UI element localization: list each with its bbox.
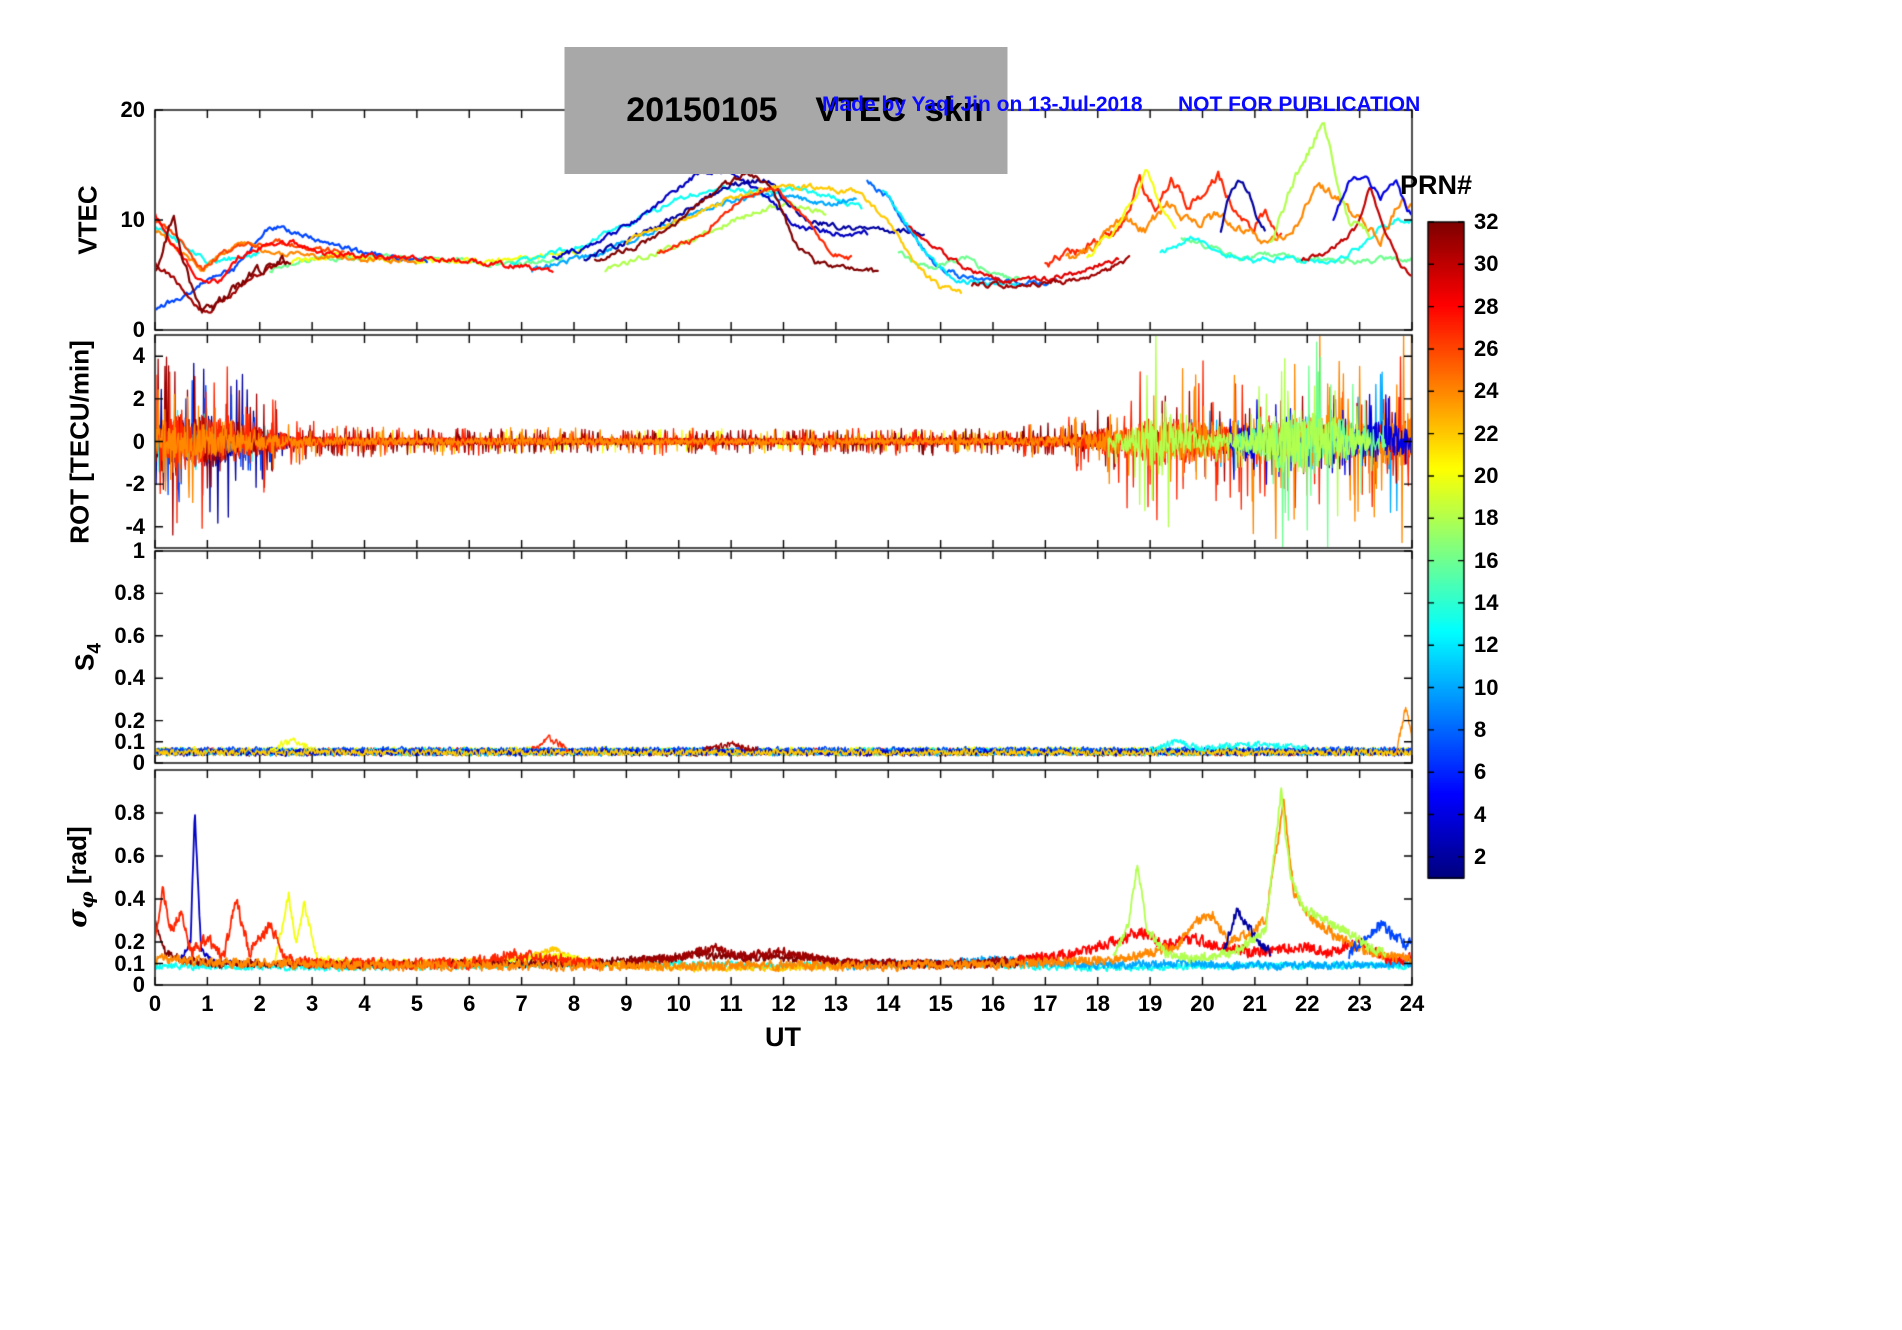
y-tick-label: 1 — [132, 538, 145, 563]
y-tick-label: 2 — [132, 385, 145, 411]
x-tick-label: 22 — [1295, 991, 1320, 1016]
x-tick-label: 17 — [1033, 991, 1058, 1016]
y-tick-label: 0 — [132, 972, 145, 997]
y-tick-label: -4 — [125, 513, 145, 539]
y-tick-label: 0.2 — [114, 929, 145, 954]
x-tick-label: 13 — [823, 991, 849, 1016]
colorbar-tick-label: 4 — [1474, 801, 1487, 827]
colorbar-tick-label: 6 — [1474, 759, 1487, 785]
colorbar-tick-label: 12 — [1474, 632, 1499, 658]
x-tick-label: 4 — [358, 991, 371, 1016]
y-tick-label: 0.2 — [114, 707, 145, 733]
y-tick-label: 0.8 — [114, 580, 145, 606]
ylabel-sigma-suffix: [rad] — [62, 826, 92, 892]
y-tick-label: 0.6 — [114, 843, 145, 868]
x-tick-label: 1 — [201, 991, 214, 1016]
colorbar-tick-label: 14 — [1474, 589, 1499, 615]
y-tick-label: 0.4 — [114, 886, 145, 911]
ylabel-sigma-phi: σφ [rad] — [62, 826, 98, 927]
x-tick-label: 24 — [1399, 991, 1425, 1016]
colorbar-tick-label: 10 — [1474, 674, 1499, 700]
y-tick-label: 4 — [132, 343, 145, 369]
x-tick-label: 11 — [719, 991, 743, 1016]
x-tick-label: 8 — [567, 991, 581, 1016]
y-tick-label: 0 — [132, 428, 145, 454]
colorbar-tick-label: 2 — [1474, 843, 1487, 869]
y-tick-label: 0.8 — [114, 800, 145, 825]
y-tick-label: -2 — [125, 471, 145, 497]
x-tick-label: 16 — [980, 991, 1006, 1016]
colorbar-tick-label: 22 — [1474, 420, 1499, 446]
x-tick-label: 23 — [1347, 991, 1372, 1016]
x-tick-label: 0 — [148, 991, 162, 1016]
x-tick-label: 5 — [410, 991, 423, 1016]
x-tick-label: 14 — [876, 991, 901, 1016]
colorbar-tick-label: 16 — [1474, 547, 1499, 573]
x-tick-label: 6 — [463, 991, 476, 1016]
y-tick-label: 0 — [132, 750, 145, 775]
x-tick-label: 10 — [666, 991, 691, 1016]
chart-title: 20150105 VTEC skn — [564, 47, 1008, 174]
x-tick-label: 20 — [1190, 991, 1215, 1016]
y-tick-label: 0.4 — [114, 665, 145, 691]
x-tick-label: 9 — [620, 991, 633, 1016]
y-tick-label: 0 — [132, 317, 145, 342]
x-tick-label: 15 — [928, 991, 953, 1016]
colorbar-tick-label: 18 — [1474, 505, 1499, 531]
x-tick-label: 21 — [1242, 991, 1268, 1016]
xlabel-ut: UT — [765, 1022, 801, 1052]
x-tick-label: 18 — [1085, 991, 1110, 1016]
colorbar-tick-label: 24 — [1474, 378, 1499, 404]
y-tick-label: 0.1 — [114, 728, 145, 754]
x-tick-label: 3 — [306, 991, 319, 1016]
y-tick-label: 10 — [120, 207, 145, 232]
credit-text: Made by Yaqi Jin on 13-Jul-2018 — [822, 93, 1143, 116]
colorbar-tick-label: 30 — [1474, 251, 1499, 277]
colorbar-tick-label: 8 — [1474, 716, 1487, 742]
x-tick-label: 2 — [253, 991, 266, 1016]
colorbar-title: PRN# — [1400, 170, 1473, 200]
colorbar-tick-label: 20 — [1474, 462, 1499, 488]
ylabel-sigma-main: σ — [63, 908, 93, 928]
y-tick-label: 0.1 — [114, 950, 145, 976]
y-tick-label: 20 — [120, 97, 145, 122]
y-tick-label: 0.6 — [114, 622, 145, 648]
x-tick-label: 7 — [515, 991, 528, 1016]
x-tick-label: 19 — [1137, 991, 1163, 1016]
x-tick-label: 12 — [771, 991, 796, 1016]
chart-title-text: 20150105 VTEC skn — [626, 91, 984, 129]
colorbar-tick-label: 26 — [1474, 335, 1499, 361]
colorbar-tick-label: 32 — [1474, 209, 1499, 234]
notice-text: NOT FOR PUBLICATION — [1178, 93, 1421, 116]
colorbar-tick-label: 28 — [1474, 293, 1499, 319]
